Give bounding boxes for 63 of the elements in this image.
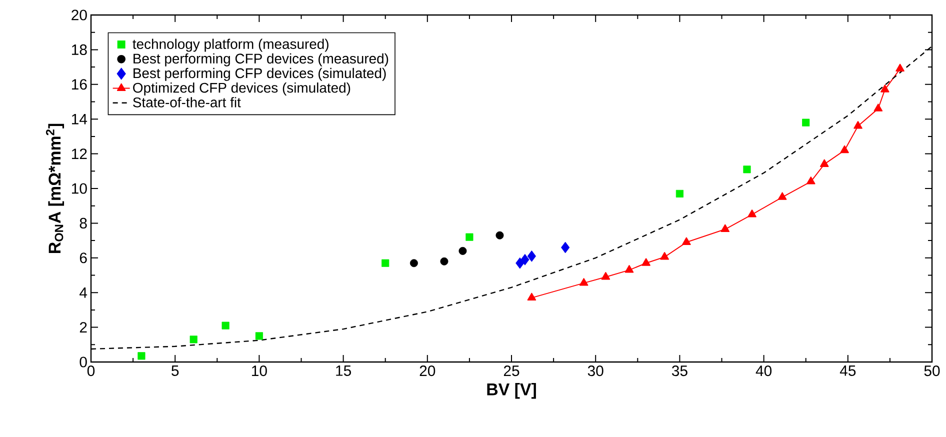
x-tick-label: 0 (87, 366, 95, 376)
point (676, 190, 684, 198)
point (896, 64, 904, 72)
point (874, 104, 883, 112)
point (255, 332, 263, 340)
point (820, 159, 829, 167)
point (561, 242, 570, 254)
point (222, 322, 230, 330)
point (138, 352, 146, 360)
legend-label: Best performing CFP devices (simulated) (134, 68, 386, 81)
point (516, 257, 524, 269)
y-tick-label: 12 (72, 148, 87, 160)
point (778, 192, 787, 200)
point (458, 246, 467, 255)
point (682, 237, 691, 246)
point (880, 84, 890, 92)
point (466, 233, 474, 241)
x-tick-label: 15 (336, 366, 351, 376)
x-tick-label: 35 (672, 366, 688, 376)
x-tick-label: 25 (504, 366, 520, 376)
x-tick-label: 5 (172, 366, 179, 376)
x-tick-label: 20 (420, 366, 436, 376)
point (720, 224, 730, 232)
point (624, 265, 634, 273)
point (854, 121, 862, 129)
legend-label: Best performing CFP devices (measured) (134, 53, 388, 66)
point (410, 259, 418, 268)
x-tick-label: 40 (756, 366, 772, 376)
y-tick-label: 14 (72, 114, 88, 124)
x-tick-label: 30 (588, 366, 604, 376)
y-tick-label: 2 (80, 322, 87, 333)
x-axis-title: BV [V] (487, 382, 536, 399)
x-tick-label: 10 (252, 366, 267, 376)
legend-label: State-of-the-art fit (133, 97, 241, 108)
point (743, 166, 751, 174)
x-tick-label: 45 (840, 366, 856, 376)
point (802, 118, 810, 126)
y-tick-label: 6 (80, 252, 87, 264)
point (601, 272, 610, 280)
point (840, 145, 849, 154)
point (642, 258, 650, 266)
y-tick-label: 4 (80, 287, 88, 298)
y-axis-title: R$_{ON}$A [mΩ*mm$^{2}$] (46, 124, 64, 253)
legend-label: Optimized CFP devices (simulated) (133, 82, 350, 96)
point (190, 336, 198, 344)
point (527, 292, 536, 301)
point (527, 250, 536, 262)
legend-label: technology platform (measured) (132, 38, 328, 52)
y-tick-label: 20 (72, 10, 87, 20)
point (496, 231, 504, 240)
point (806, 176, 816, 184)
y-tick-label: 8 (80, 218, 87, 228)
y-tick-label: 0 (80, 356, 87, 368)
point (660, 252, 669, 260)
point (382, 259, 390, 267)
point (520, 254, 530, 266)
point (579, 278, 588, 286)
x-tick-label: 50 (924, 366, 940, 376)
y-tick-label: 16 (72, 79, 87, 90)
y-tick-label: 18 (72, 44, 87, 55)
point (440, 257, 448, 266)
y-tick-label: 10 (72, 183, 87, 194)
point (748, 210, 756, 218)
